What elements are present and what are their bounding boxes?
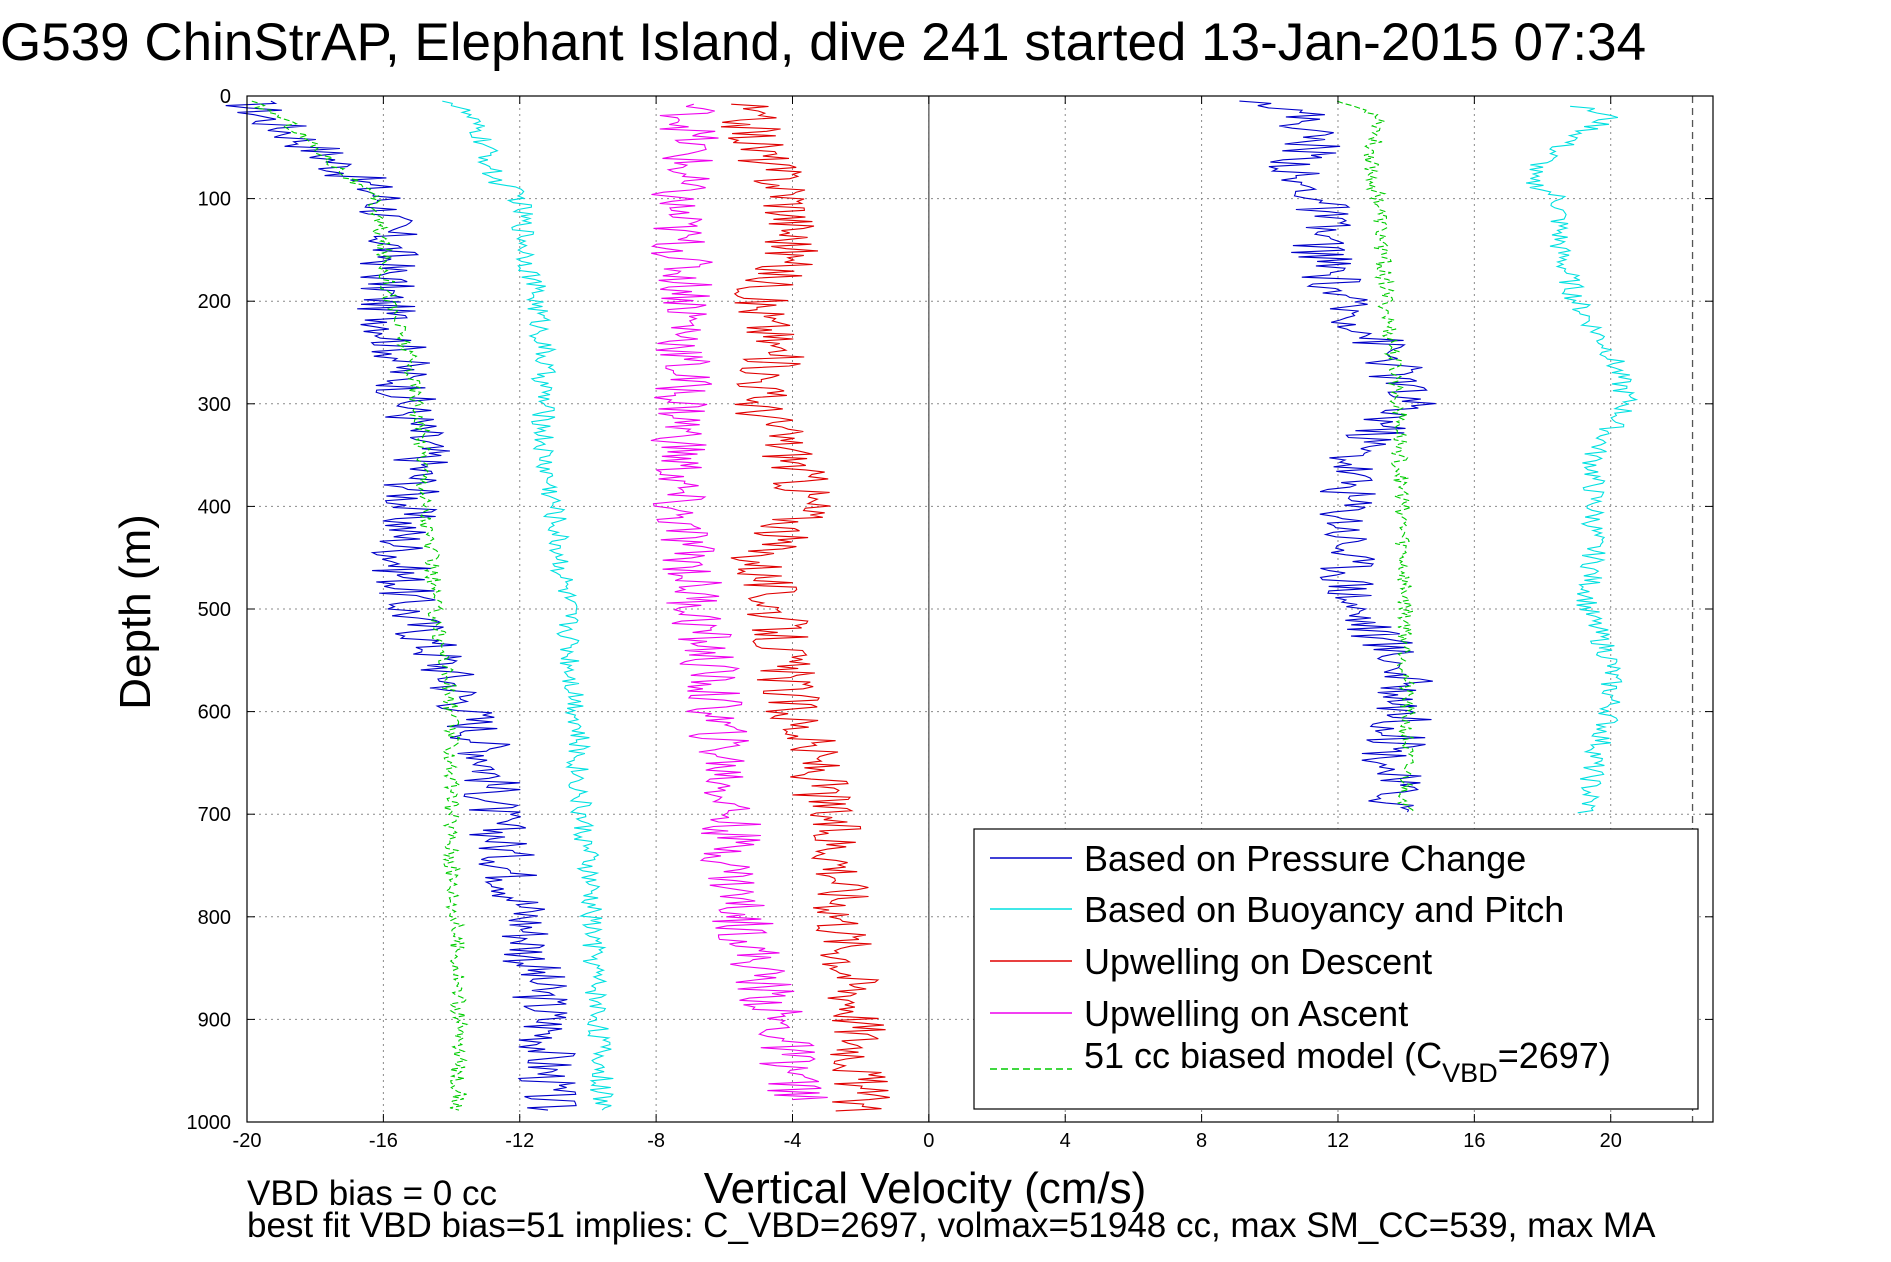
series-line-4: [251, 100, 469, 1111]
series-line-6: [1526, 105, 1639, 814]
x-axis-label: Vertical Velocity (cm/s): [704, 1164, 1147, 1213]
x-tick-label: 16: [1463, 1130, 1485, 1152]
legend-label-upwelling-ascent: Upwelling on Ascent: [1084, 993, 1408, 1034]
x-tick-label: 0: [923, 1130, 934, 1152]
legend: Based on Pressure Change Based on Buoyan…: [973, 828, 1699, 1110]
y-tick-label: 100: [198, 189, 231, 211]
legend-label-biased-prefix: 51 cc biased model (C: [1084, 1035, 1442, 1076]
series-layer: [225, 96, 1694, 1122]
legend-label-upwelling-descent: Upwelling on Descent: [1084, 941, 1432, 982]
y-tick-label: 700: [198, 804, 231, 826]
y-tick-label: 900: [198, 1009, 231, 1031]
y-tick-label: 400: [198, 496, 231, 518]
legend-label-biased-suffix: =2697): [1498, 1035, 1611, 1076]
series-line-5: [1239, 100, 1436, 813]
x-tick-label: -4: [784, 1130, 802, 1152]
x-tick-label: 20: [1600, 1130, 1622, 1152]
x-tick-label: 8: [1196, 1130, 1207, 1152]
legend-label-buoyancy: Based on Buoyancy and Pitch: [1084, 889, 1564, 930]
x-tick-label: 4: [1060, 1130, 1071, 1152]
footer-bias-note: VBD bias = 0 cc: [247, 1174, 497, 1213]
legend-label-pressure: Based on Pressure Change: [1084, 838, 1526, 879]
series-line-2: [720, 103, 890, 1112]
y-tick-label: 200: [198, 291, 231, 313]
y-axis-label: Depth (m): [111, 514, 160, 710]
y-tick-label: 600: [198, 702, 231, 724]
axis-ticks: -20 -16 -12 -8 -4 0 4 8 12 16 20010020030040050060…: [187, 86, 1713, 1152]
legend-box: [973, 828, 1699, 1110]
x-tick-label: -12: [505, 1130, 534, 1152]
x-tick-label: -16: [369, 1130, 398, 1152]
series-line-3: [650, 103, 828, 1101]
y-tick-label: 0: [220, 86, 231, 108]
series-line-0: [225, 100, 577, 1111]
legend-label-biased-model: 51 cc biased model (CVBD=2697): [1084, 1035, 1611, 1088]
x-tick-label: 12: [1327, 1130, 1349, 1152]
series-line-7: [1336, 100, 1417, 813]
footer-best-fit-note: best fit VBD bias=51 implies: C_VBD=2697…: [247, 1206, 1656, 1245]
x-tick-label: -8: [647, 1130, 665, 1152]
y-tick-label: 300: [198, 394, 231, 416]
legend-label-biased-sub: VBD: [1442, 1058, 1498, 1088]
y-tick-label: 800: [198, 907, 231, 929]
chart-title: G539 ChinStrAP, Elephant Island, dive 24…: [0, 13, 1646, 72]
x-tick-label: -20: [233, 1130, 262, 1152]
y-tick-label: 500: [198, 599, 231, 621]
series-line-1: [442, 100, 614, 1111]
y-tick-label: 1000: [187, 1112, 232, 1134]
